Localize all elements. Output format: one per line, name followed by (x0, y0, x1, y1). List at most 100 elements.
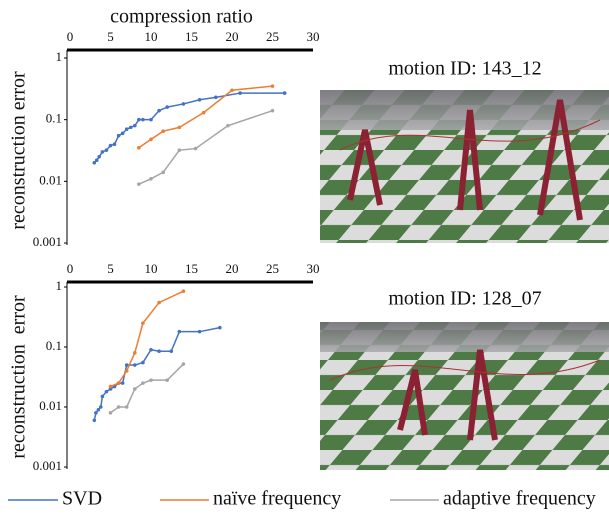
y-tick-label: 0.1 (46, 338, 62, 353)
data-point (98, 405, 103, 409)
data-point (169, 349, 174, 354)
y-axis-title: reconstruction error (8, 295, 30, 459)
data-point (120, 131, 125, 136)
data-point (108, 384, 113, 389)
data-point (124, 363, 129, 367)
data-point (108, 387, 113, 391)
series-line (93, 92, 285, 164)
data-point (104, 148, 109, 152)
data-point (108, 411, 113, 415)
data-point (177, 329, 182, 334)
data-point (137, 145, 141, 150)
data-point (94, 411, 98, 415)
data-point (165, 105, 169, 109)
data-point (141, 321, 145, 325)
data-point (149, 378, 153, 382)
y-tick-label: 1 (56, 278, 63, 293)
data-point (141, 117, 145, 122)
legend-label: naïve frequency (213, 488, 341, 510)
data-point (157, 108, 161, 113)
y-tick-label: 0.001 (33, 458, 62, 473)
x-tick-label: 10 (145, 29, 158, 44)
data-point (157, 300, 161, 305)
data-point (120, 381, 125, 385)
data-point (137, 117, 141, 122)
y-tick-label: 0.001 (33, 234, 62, 249)
data-point (97, 154, 101, 159)
data-point (141, 360, 145, 365)
data-point (133, 123, 137, 128)
data-point (124, 127, 129, 132)
y-tick-label: 1 (56, 49, 63, 64)
x-tick-label: 0 (67, 29, 74, 44)
data-point (92, 160, 97, 165)
data-point (270, 108, 275, 113)
data-point (108, 143, 113, 148)
data-point (181, 289, 186, 294)
motion-image-2 (320, 322, 609, 470)
x-tick-label: 30 (307, 261, 320, 276)
x-tick-label: 5 (107, 29, 114, 44)
data-point (161, 129, 165, 134)
data-point (149, 176, 153, 181)
data-point (197, 329, 202, 334)
data-point (238, 91, 242, 95)
x-tick-label: 5 (107, 261, 114, 276)
x-tick-label: 0 (67, 261, 74, 276)
motion-image-1 (320, 90, 609, 243)
x-tick-label: 25 (266, 29, 279, 44)
data-point (226, 123, 230, 128)
data-point (193, 146, 198, 151)
data-point (177, 125, 182, 130)
legend-label: SVD (62, 488, 102, 510)
data-point (133, 387, 137, 391)
legend-label: adaptive frequency (443, 488, 596, 510)
data-point (128, 125, 133, 130)
x-tick-label: 10 (145, 261, 158, 276)
data-point (282, 91, 287, 95)
x-axis-title: compression ratio (110, 6, 253, 28)
data-point (116, 133, 121, 138)
data-point (197, 97, 202, 102)
series-line (110, 290, 184, 388)
data-point (201, 110, 206, 115)
y-tick-label: 0.01 (39, 398, 62, 413)
data-point (230, 88, 234, 93)
data-point (181, 362, 186, 366)
x-tick-label: 15 (185, 261, 198, 276)
series-line (93, 326, 220, 421)
series-line (110, 363, 184, 414)
data-point (116, 381, 121, 385)
data-point (214, 95, 218, 100)
data-point (149, 137, 153, 142)
image-title: motion ID: 143_12 (388, 58, 541, 80)
x-tick-label: 25 (266, 261, 279, 276)
data-point (92, 418, 97, 423)
image-title: motion ID: 128_07 (388, 288, 541, 310)
data-point (96, 407, 101, 412)
data-point (165, 378, 169, 382)
y-tick-label: 0.1 (46, 111, 62, 126)
data-point (181, 102, 186, 106)
data-point (270, 84, 275, 88)
x-tick-label: 20 (226, 261, 239, 276)
data-point (104, 389, 109, 394)
data-point (133, 363, 137, 367)
x-tick-label: 20 (226, 29, 239, 44)
data-point (149, 117, 153, 122)
series-line (138, 109, 273, 185)
data-point (141, 381, 145, 385)
data-point (112, 142, 117, 147)
data-point (218, 325, 222, 330)
y-tick-label: 0.01 (39, 172, 62, 187)
data-point (157, 349, 161, 354)
x-tick-label: 30 (307, 29, 320, 44)
x-tick-label: 15 (185, 29, 198, 44)
y-axis-title: reconstruction error (8, 71, 30, 230)
data-point (133, 351, 137, 355)
data-point (137, 182, 141, 186)
data-point (161, 170, 165, 175)
data-point (177, 148, 182, 152)
